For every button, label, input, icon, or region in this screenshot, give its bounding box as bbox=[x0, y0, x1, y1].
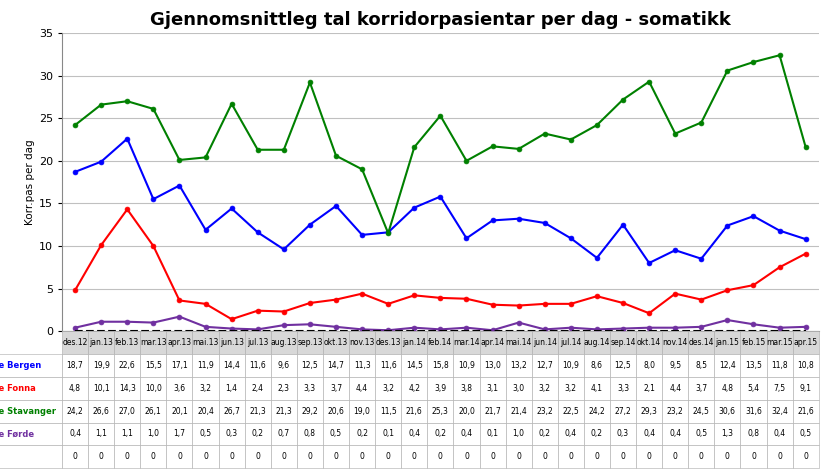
Title: Gjennomsnittleg tal korridorpasientar per dag - somatikk: Gjennomsnittleg tal korridorpasientar pe… bbox=[150, 11, 731, 29]
Y-axis label: Korr.pas per dag: Korr.pas per dag bbox=[25, 139, 35, 225]
